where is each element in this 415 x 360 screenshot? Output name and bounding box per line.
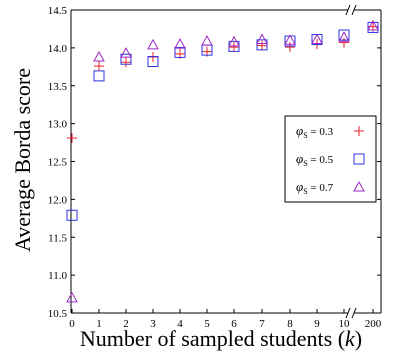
- y-tick-label: 14.0: [48, 43, 68, 55]
- x-tick-label: 10: [339, 318, 351, 330]
- triangle-marker: [284, 34, 296, 45]
- legend-box: [284, 115, 377, 203]
- axis-break-mark: [345, 307, 351, 319]
- triangle-marker: [66, 291, 78, 303]
- x-tick-label: 200: [365, 318, 382, 330]
- plus-marker: [229, 42, 239, 53]
- x-axis-title: Number of sampled students (k): [80, 326, 362, 351]
- y-tick-label: 12.0: [48, 194, 68, 206]
- plus-marker: [285, 42, 295, 53]
- square-marker: [338, 29, 350, 41]
- y-tick-label: 12.5: [48, 157, 68, 169]
- triangle-marker: [367, 19, 379, 31]
- triangle-marker: [311, 33, 323, 45]
- legend-entry-label: φS = 0.3: [296, 123, 334, 140]
- axis-break-mark: [351, 4, 357, 16]
- legend-entry-label: φS = 0.7: [296, 179, 334, 196]
- triangle-marker: [256, 33, 268, 45]
- axis-break-mark: [345, 4, 351, 16]
- square-marker: [66, 209, 78, 221]
- square-marker: [228, 40, 240, 52]
- square-marker: [367, 21, 379, 33]
- x-tick-label: 6: [231, 318, 237, 330]
- square-marker: [256, 39, 268, 51]
- data-points: [66, 19, 379, 303]
- triangle-marker: [201, 35, 213, 46]
- legend-entry-label: φS = 0.5: [296, 151, 334, 168]
- series-3: [66, 19, 379, 303]
- y-tick-label: 13.5: [48, 81, 68, 93]
- x-axis-ticks: 0 1 2 3 4 5 6 7 8 9 10 200: [69, 309, 382, 330]
- square-marker: [174, 46, 186, 58]
- x-tick-label: 2: [123, 318, 129, 330]
- x-tick-label: 3: [150, 318, 156, 330]
- y-tick-label: 11.0: [48, 270, 67, 282]
- x-tick-label: 0: [69, 318, 75, 330]
- y-axis-ticks: 10.5 11.0 11.5 12.0 12.5 13.0 13.5 14.0 14.5: [48, 5, 381, 320]
- plus-marker: [257, 40, 267, 51]
- y-tick-label: 10.5: [48, 308, 68, 320]
- x-tick-label: 7: [259, 318, 265, 330]
- x-tick-label: 1: [96, 318, 102, 330]
- triangle-marker: [147, 38, 159, 50]
- x-tick-label: 8: [287, 318, 293, 330]
- plus-marker: [67, 133, 77, 144]
- plus-marker: [339, 37, 349, 48]
- y-tick-label: 14.5: [48, 5, 68, 17]
- y-axis-title: Average Borda score: [10, 68, 35, 252]
- plus-marker: [94, 61, 104, 72]
- legend-triangle-marker: [353, 180, 365, 192]
- y-tick-label: 11.5: [48, 232, 67, 244]
- triangle-marker: [228, 35, 240, 47]
- x-tick-label: 5: [204, 318, 210, 330]
- triangle-marker: [174, 38, 186, 49]
- square-marker: [147, 56, 159, 68]
- y-tick-label: 13.0: [48, 119, 68, 131]
- square-marker: [93, 70, 105, 82]
- legend-square-marker: [353, 153, 365, 165]
- triangle-marker: [93, 50, 105, 62]
- axis-break-mark: [351, 307, 357, 319]
- triangle-marker: [338, 31, 350, 42]
- x-tick-label: 9: [314, 318, 320, 330]
- triangle-marker: [120, 47, 132, 58]
- legend: φS = 0.3 φS = 0.5 φS = 0.7: [284, 115, 377, 203]
- legend-plus-marker: [354, 126, 364, 136]
- square-marker: [120, 53, 132, 65]
- plus-marker: [121, 57, 131, 68]
- x-tick-label: 4: [177, 318, 183, 330]
